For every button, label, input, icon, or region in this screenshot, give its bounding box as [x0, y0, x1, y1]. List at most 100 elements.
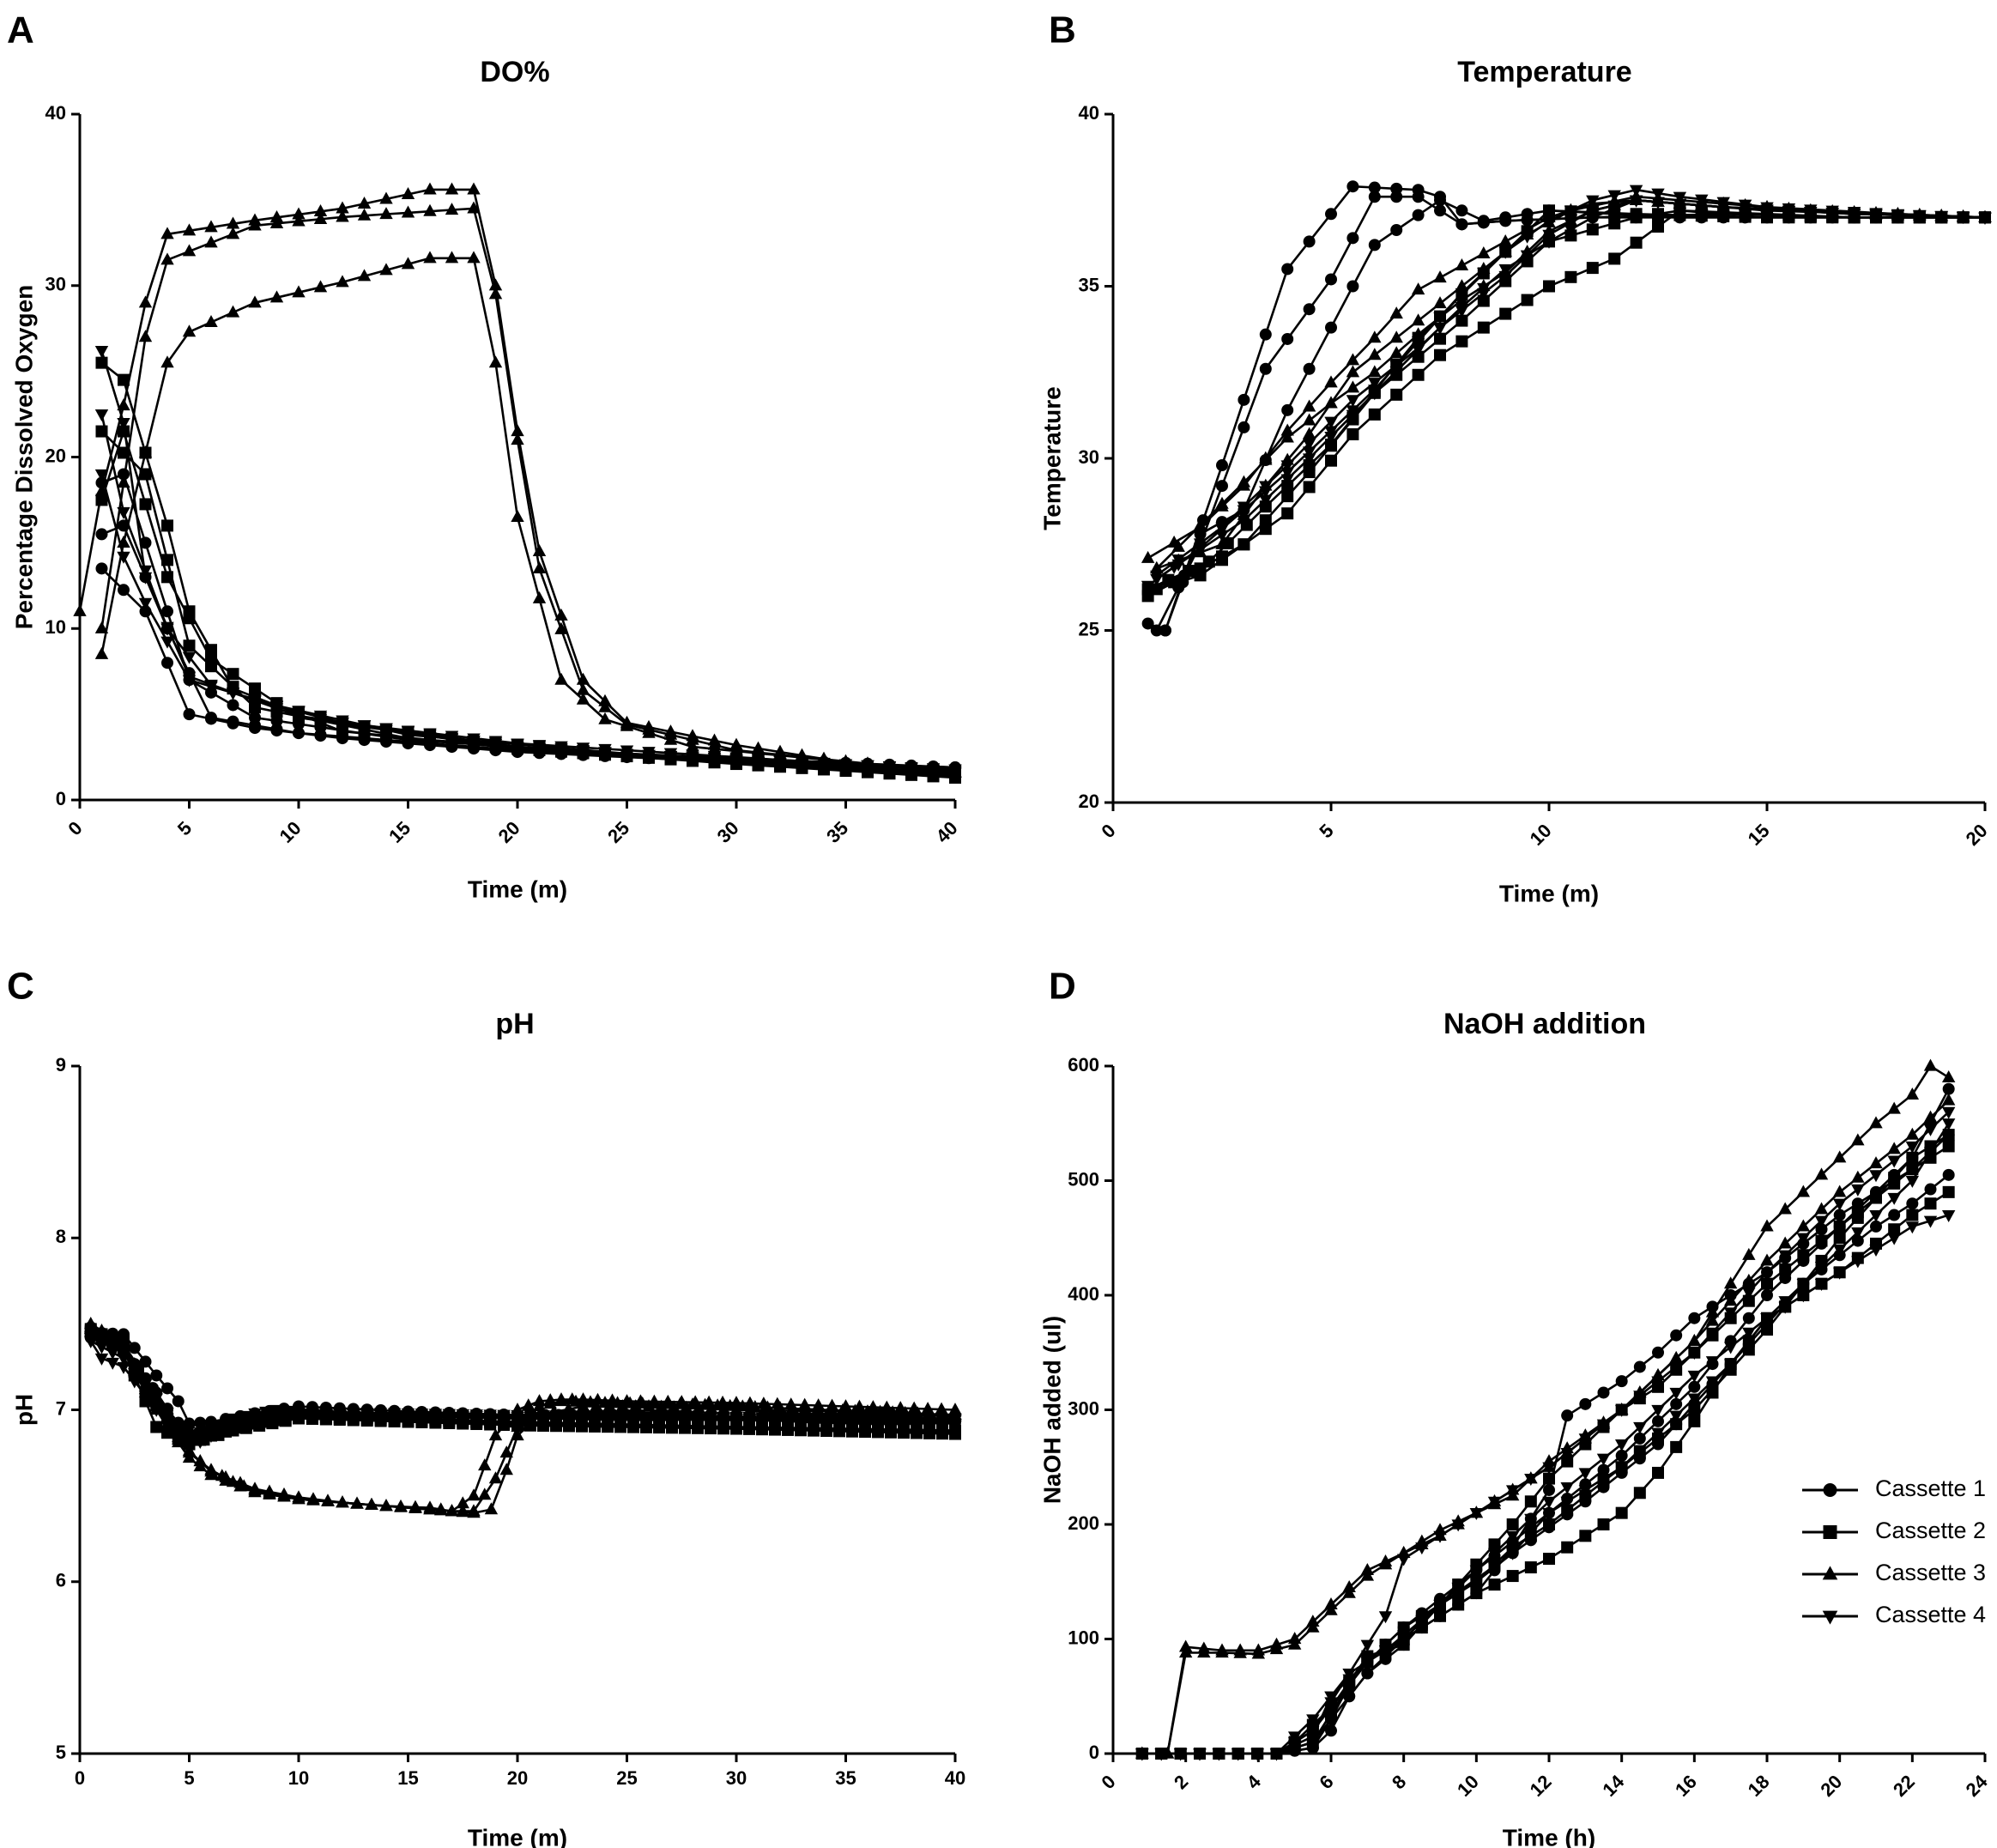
- data-point: [1368, 181, 1381, 194]
- data-point: [1390, 191, 1403, 203]
- data-point: [1651, 1427, 1665, 1440]
- data-point: [1287, 1637, 1302, 1650]
- data-point: [1360, 1639, 1375, 1652]
- data-point: [1488, 1578, 1501, 1591]
- data-point: [743, 1403, 757, 1415]
- data-point: [1888, 1209, 1901, 1221]
- data-point: [1281, 403, 1294, 416]
- data-point: [313, 710, 328, 723]
- data-point: [1851, 1211, 1864, 1224]
- data-point: [1597, 1518, 1610, 1530]
- data-point: [532, 560, 547, 573]
- data-point: [1302, 439, 1316, 451]
- x-tick-label: 30: [726, 1767, 747, 1789]
- data-point: [265, 1414, 280, 1427]
- data-point: [117, 506, 130, 519]
- data-point: [445, 251, 459, 264]
- data-point: [293, 727, 305, 740]
- data-point: [94, 346, 109, 359]
- data-point: [499, 1415, 513, 1428]
- data-point: [1303, 481, 1316, 494]
- data-point: [1651, 188, 1665, 201]
- data-point: [1615, 1449, 1628, 1462]
- data-point: [226, 305, 240, 318]
- data-point: [1324, 416, 1338, 429]
- series-line: [1147, 209, 1985, 591]
- data-point: [182, 675, 197, 688]
- data-point: [1814, 1262, 1829, 1275]
- data-point: [1561, 1409, 1574, 1422]
- data-point: [1814, 1279, 1829, 1292]
- y-tick-label: 200: [1068, 1512, 1099, 1534]
- y-tick-label: 25: [1079, 618, 1099, 639]
- data-point: [1159, 624, 1171, 637]
- data-point: [204, 1430, 218, 1443]
- data-point: [226, 1416, 240, 1429]
- data-point: [139, 468, 152, 481]
- data-point: [773, 755, 787, 768]
- y-tick-label: 300: [1068, 1397, 1099, 1419]
- data-point: [1887, 1155, 1901, 1168]
- data-point: [1303, 303, 1316, 316]
- data-point: [1905, 1087, 1920, 1100]
- data-point: [948, 764, 962, 777]
- data-point: [1924, 1183, 1937, 1196]
- data-point: [1368, 348, 1382, 361]
- data-point: [511, 1413, 524, 1426]
- data-point: [1891, 209, 1905, 222]
- data-point: [1346, 409, 1360, 422]
- data-point: [1742, 1288, 1756, 1300]
- data-point: [1455, 335, 1468, 348]
- data-point: [292, 214, 306, 227]
- data-point: [511, 424, 524, 437]
- data-point: [569, 1394, 583, 1407]
- data-point: [1346, 365, 1360, 378]
- data-point: [117, 398, 130, 411]
- data-point: [1851, 1184, 1865, 1197]
- data-point: [1415, 1615, 1429, 1627]
- data-point: [1564, 224, 1578, 237]
- data-point: [1325, 321, 1337, 334]
- data-point: [249, 682, 261, 695]
- data-point: [1597, 1386, 1610, 1399]
- data-point: [1390, 388, 1403, 401]
- data-point: [1607, 203, 1621, 216]
- data-point: [379, 207, 393, 220]
- data-point: [1560, 1482, 1574, 1495]
- y-tick-label: 40: [45, 102, 66, 124]
- data-point: [554, 742, 568, 755]
- data-point: [598, 700, 612, 712]
- data-point: [1141, 580, 1155, 593]
- data-point: [1761, 1324, 1773, 1336]
- data-point: [401, 730, 415, 742]
- data-point: [1524, 1474, 1538, 1486]
- data-point: [1934, 211, 1948, 224]
- data-point: [1832, 1150, 1847, 1163]
- data-point: [1923, 1058, 1938, 1071]
- data-point: [117, 417, 130, 430]
- data-point: [1411, 343, 1425, 356]
- x-axis-label: Time (m): [468, 876, 567, 902]
- data-point: [692, 1401, 705, 1414]
- data-point: [1520, 231, 1534, 244]
- data-point: [1411, 313, 1425, 326]
- data-point: [1630, 236, 1643, 249]
- data-point: [532, 741, 547, 754]
- data-point: [1906, 1163, 1919, 1176]
- data-point: [1825, 208, 1839, 221]
- data-point: [1524, 1513, 1538, 1526]
- data-point: [1869, 1156, 1883, 1169]
- data-point: [94, 621, 109, 633]
- data-point: [313, 203, 328, 216]
- data-point: [445, 733, 459, 746]
- data-point: [117, 1361, 130, 1374]
- x-tick-label: 20: [507, 1767, 528, 1789]
- data-point: [1923, 1215, 1938, 1228]
- series-line: [100, 474, 956, 771]
- x-tick-label: 15: [397, 1767, 418, 1789]
- x-tick-label: 0: [75, 1767, 85, 1789]
- data-point: [1487, 1548, 1502, 1560]
- data-point: [161, 1382, 173, 1395]
- data-point: [182, 651, 197, 664]
- data-point: [1814, 1167, 1829, 1180]
